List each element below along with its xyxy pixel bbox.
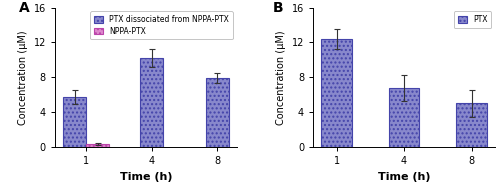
Bar — [456, 104, 486, 147]
Legend: PTX: PTX — [454, 11, 491, 28]
Y-axis label: Concentration (μM): Concentration (μM) — [276, 30, 286, 125]
Bar — [140, 58, 163, 147]
X-axis label: Time (h): Time (h) — [378, 172, 430, 182]
Legend: PTX dissociated from NPPA-PTX, NPPA-PTX: PTX dissociated from NPPA-PTX, NPPA-PTX — [90, 11, 233, 39]
Bar — [389, 88, 420, 147]
Bar — [64, 97, 86, 147]
Bar — [322, 39, 352, 147]
Bar — [206, 78, 229, 147]
Y-axis label: Concentration (μM): Concentration (μM) — [18, 30, 28, 125]
Bar — [86, 144, 109, 147]
Text: A: A — [18, 1, 30, 15]
Text: B: B — [273, 1, 284, 15]
X-axis label: Time (h): Time (h) — [120, 172, 172, 182]
